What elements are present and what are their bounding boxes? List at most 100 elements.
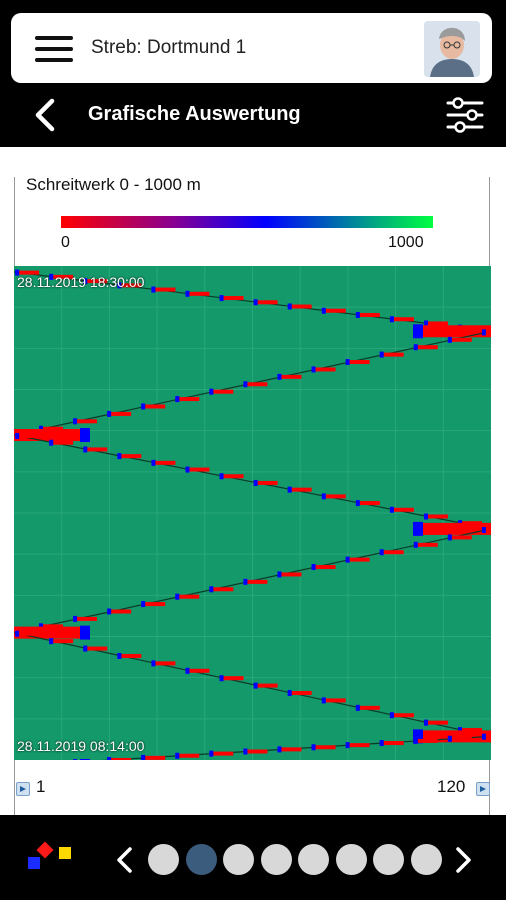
sweep-marker [175, 752, 180, 759]
chevron-right-icon[interactable] [455, 847, 473, 873]
sweep-mark [189, 467, 210, 472]
sweep-marker [287, 303, 292, 310]
sweep-mark [213, 389, 234, 394]
sweep-mark [111, 609, 132, 614]
sweep-mark [145, 602, 166, 607]
sweep-marker [311, 744, 316, 751]
sweep-mark [451, 736, 472, 741]
sweep-marker [15, 269, 20, 276]
page-dot-1[interactable] [148, 844, 179, 875]
sweep-mark [315, 745, 336, 750]
sweep-marker [219, 295, 224, 302]
sweep-marker [38, 623, 43, 630]
sweep-marker [117, 652, 122, 659]
sweep-marker [107, 410, 112, 417]
sweep-marker [321, 493, 326, 500]
sweep-marker [185, 667, 190, 674]
sweep-mark [53, 274, 74, 279]
sweep-marker [175, 396, 180, 403]
heatmap-plot[interactable]: 28.11.2019 18:30:00 28.11.2019 08:14:00 [13, 266, 506, 773]
colorbar-min-label: 0 [61, 234, 70, 251]
sweep-marker [185, 466, 190, 473]
sweep-marker [49, 439, 54, 446]
sweep-marker [355, 311, 360, 318]
sweep-marker [287, 486, 292, 493]
sweep-mark [315, 367, 336, 372]
sweep-marker [389, 712, 394, 719]
sweep-mark [325, 698, 346, 703]
sweep-marker [83, 645, 88, 652]
page-dot-6[interactable] [335, 844, 367, 875]
sweep-turn-marker [80, 759, 90, 773]
sweep-marker [15, 630, 20, 637]
company-logo [26, 837, 76, 877]
sweep-mark [257, 480, 278, 485]
sweep-mark [383, 550, 404, 555]
sweep-mark [291, 691, 312, 696]
sweep-marker [151, 459, 156, 466]
sweep-marker [355, 500, 360, 507]
sweep-mark [213, 751, 234, 756]
sweep-marker [151, 660, 156, 667]
sweep-marker [243, 748, 248, 755]
sweep-marker [389, 316, 394, 323]
sweep-marker [379, 740, 384, 747]
chevron-left-icon[interactable] [115, 847, 133, 873]
sweep-marker [209, 750, 214, 757]
sweep-mark [87, 279, 108, 284]
sweep-turn-marker [80, 428, 90, 443]
scroll-right-button[interactable] [476, 782, 490, 796]
page-dot-8[interactable] [410, 844, 442, 875]
sweep-marker [277, 373, 282, 380]
sweep-marker [447, 534, 452, 541]
sweep-mark [19, 434, 40, 439]
sweep-mark [189, 291, 210, 296]
heatmap-svg [13, 266, 506, 773]
scroll-left-button[interactable] [16, 782, 30, 796]
sweep-marker [107, 756, 112, 763]
user-avatar[interactable] [424, 21, 480, 77]
sweep-marker [185, 290, 190, 297]
sweep-marker [481, 526, 486, 533]
sweep-marker [15, 433, 20, 440]
sweep-marker [141, 601, 146, 608]
sweep-marker [253, 682, 258, 689]
sweep-mark [42, 426, 63, 431]
sweep-mark [485, 734, 506, 739]
sweep-mark [427, 321, 448, 326]
sweep-marker [311, 564, 316, 571]
sweep-marker [141, 403, 146, 410]
sweep-mark [247, 749, 268, 754]
sweep-mark [179, 594, 200, 599]
sweep-mark [485, 527, 506, 532]
sweep-mark [417, 738, 438, 743]
sweep-mark [325, 494, 346, 499]
sweep-marker [175, 593, 180, 600]
page-dot-7[interactable] [373, 844, 404, 875]
hamburger-icon[interactable] [35, 36, 73, 62]
time-label-top: 28.11.2019 18:30:00 [17, 274, 145, 290]
sweep-marker [141, 754, 146, 761]
sweep-mark [145, 404, 166, 409]
page-dot-4[interactable] [260, 844, 292, 875]
sliders-icon[interactable] [446, 97, 484, 133]
page-dot-3[interactable] [223, 844, 254, 875]
footer-pager [0, 815, 506, 900]
sweep-mark [189, 668, 210, 673]
heatmap-sweeps [13, 269, 506, 773]
sweep-marker [219, 675, 224, 682]
sweep-mark [325, 308, 346, 313]
page-dot-5[interactable] [298, 844, 329, 875]
sweep-mark [77, 419, 98, 424]
sweep-mark [451, 337, 472, 342]
page-dot-2[interactable] [185, 844, 217, 875]
sweep-mark [393, 317, 414, 322]
chevron-left-icon[interactable] [30, 98, 60, 132]
sweep-marker [458, 727, 463, 734]
sweep-mark [257, 683, 278, 688]
navigation-bar: Grafische Auswertung [0, 83, 506, 147]
sweep-marker [83, 446, 88, 453]
sweep-marker [311, 366, 316, 373]
sweep-marker [253, 479, 258, 486]
sweep-marker [481, 733, 486, 740]
